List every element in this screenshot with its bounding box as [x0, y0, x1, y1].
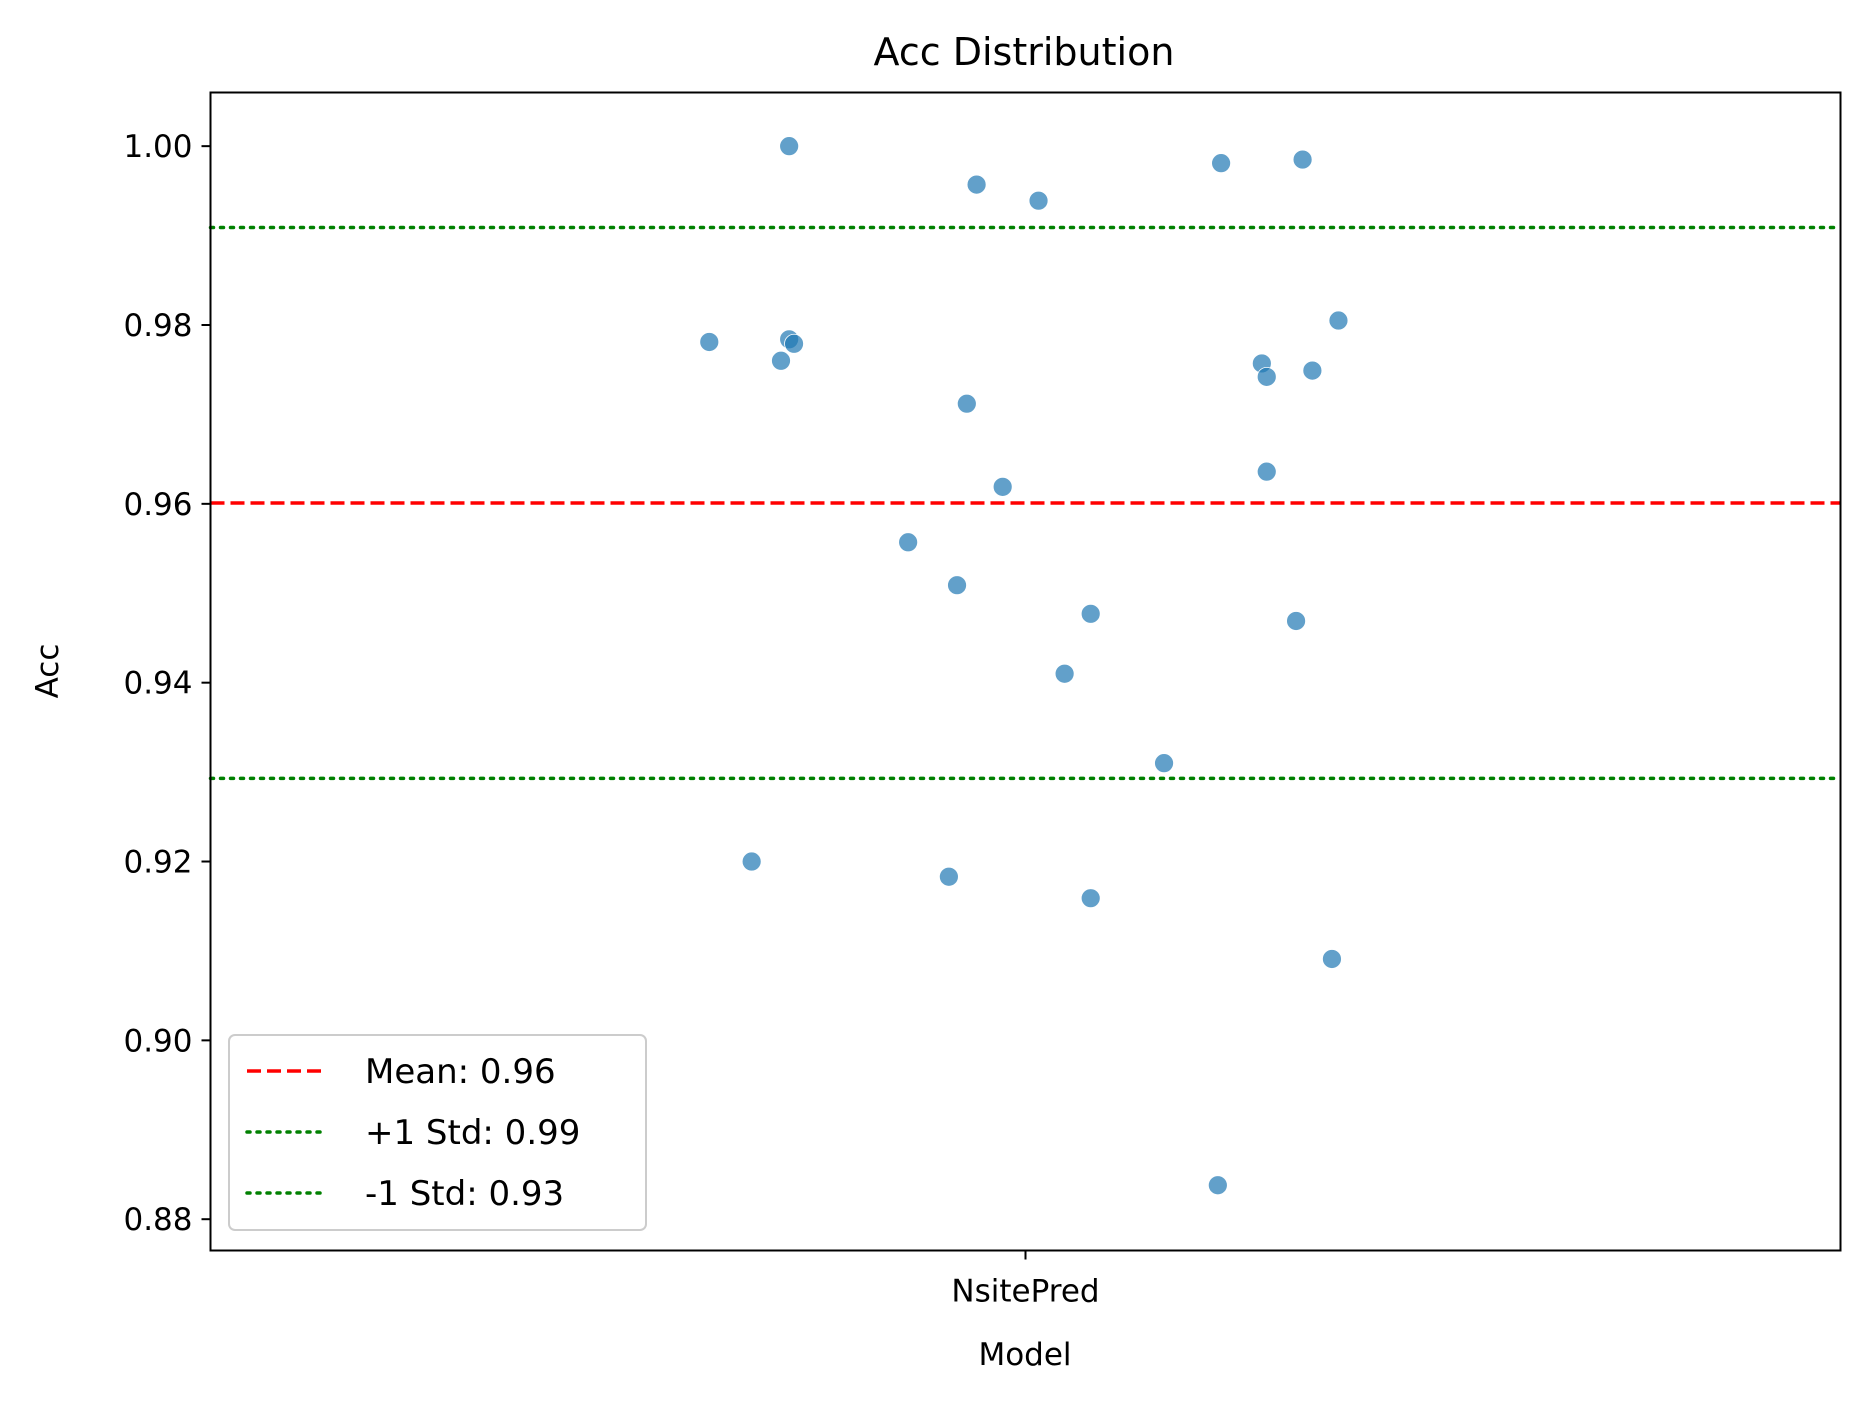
legend: Mean: 0.96 +1 Std: 0.99 -1 Std: 0.93 — [228, 1034, 647, 1231]
data-point — [784, 333, 804, 354]
data-point — [1154, 753, 1174, 774]
x-axis-label: Model — [978, 1337, 1071, 1373]
y-tick-label: 0.92 — [123, 845, 192, 881]
y-axis: 0.88 0.90 0.92 0.94 0.96 0.98 1.00 — [123, 129, 211, 1238]
data-point — [1328, 310, 1349, 331]
data-point — [1054, 663, 1075, 684]
legend-entry-label: Mean: 0.96 — [365, 1052, 556, 1092]
data-point — [992, 476, 1013, 497]
data-point — [1256, 366, 1277, 387]
data-point — [938, 866, 959, 887]
data-point — [1292, 149, 1313, 170]
x-tick-label: NsitePred — [951, 1274, 1099, 1310]
y-tick-label: 1.00 — [123, 129, 192, 165]
data-point — [1322, 949, 1342, 969]
data-point — [1080, 603, 1101, 624]
y-tick-label: 0.94 — [123, 666, 192, 702]
legend-entry-label: -1 Std: 0.93 — [365, 1174, 564, 1214]
y-tick-label: 0.88 — [123, 1202, 192, 1238]
data-point — [1080, 888, 1101, 909]
data-point — [898, 532, 919, 553]
y-axis-label: Acc — [30, 644, 66, 699]
data-point — [771, 350, 791, 371]
data-point — [947, 575, 967, 596]
data-point — [699, 332, 720, 352]
data-point — [1286, 611, 1306, 631]
reference-lines — [208, 225, 1843, 781]
legend-box — [228, 1034, 647, 1231]
data-point — [1207, 1175, 1228, 1196]
y-tick-label: 0.90 — [123, 1023, 192, 1059]
y-tick-label: 0.96 — [123, 487, 192, 523]
data-point — [779, 136, 800, 157]
data-point — [1302, 360, 1323, 381]
data-point — [1211, 153, 1231, 174]
y-tick-label: 0.98 — [123, 308, 192, 344]
legend-entry-label: +1 Std: 0.99 — [365, 1113, 580, 1153]
data-point — [966, 174, 987, 195]
data-points — [699, 136, 1349, 1196]
chart-title: Acc Distribution — [874, 30, 1175, 74]
data-point — [956, 393, 977, 414]
data-point — [1256, 461, 1277, 482]
data-point — [1028, 190, 1049, 211]
data-point — [741, 851, 762, 872]
x-axis: NsitePred — [951, 1250, 1100, 1310]
